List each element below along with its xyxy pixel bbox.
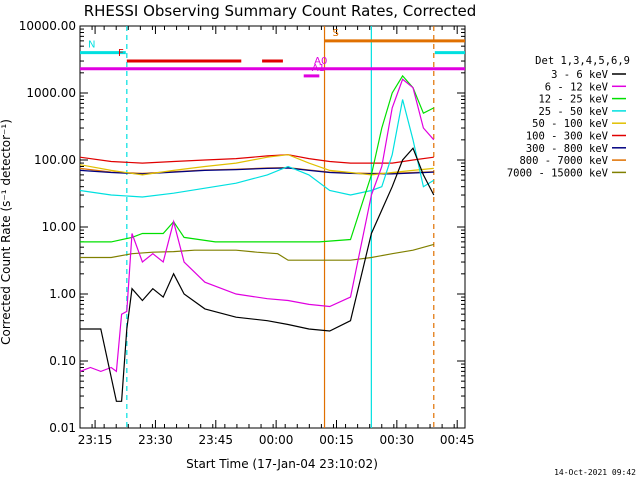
legend-label: 50 - 100 keV (532, 118, 609, 130)
series-line (79, 78, 435, 373)
x-tick-label: 23:15 (78, 433, 113, 447)
series-line (80, 147, 435, 402)
chart-title: RHESSI Observing Summary Count Rates, Co… (84, 2, 477, 20)
state-bar-label: N (88, 40, 95, 51)
series-line (80, 243, 434, 261)
legend-label: 800 - 7000 keV (519, 155, 608, 167)
y-tick-label: 0.01 (49, 421, 76, 435)
x-tick-label: 00:00 (259, 433, 294, 447)
y-tick-label: 1.00 (49, 287, 76, 301)
legend-label: 3 - 6 keV (551, 69, 609, 81)
x-tick-label: 23:45 (198, 433, 233, 447)
series-line (79, 99, 435, 198)
x-tick-label: 23:30 (138, 433, 173, 447)
state-bar-label: S (333, 28, 339, 39)
series-line (79, 154, 434, 176)
plot-frame (79, 25, 466, 429)
legend-label: 100 - 300 keV (526, 131, 609, 143)
x-tick-label: 00:30 (380, 433, 415, 447)
x-tick-label: 00:15 (319, 433, 354, 447)
x-tick-label: 00:45 (440, 433, 475, 447)
legend-label: 6 - 12 keV (545, 81, 609, 93)
y-tick-label: 10.00 (42, 220, 76, 234)
y-tick-label: 0.10 (49, 354, 76, 368)
x-axis-label: Start Time (17-Jan-04 23:10:02) (186, 457, 378, 471)
state-bar-label: F (118, 48, 124, 59)
y-tick-label: 100.00 (34, 153, 76, 167)
state-bar-label: A1 (312, 63, 325, 74)
series-line (80, 74, 435, 243)
legend-label: 12 - 25 keV (538, 94, 608, 106)
legend-label: 7000 - 15000 keV (507, 167, 609, 179)
y-tick-label: 1000.00 (26, 86, 76, 100)
state-bar-label: A0 (314, 56, 327, 67)
legend-label: 25 - 50 keV (538, 106, 608, 118)
y-tick-label: 10000.00 (19, 19, 76, 33)
legend-label: 300 - 800 keV (526, 143, 609, 155)
legend-title: Det 1,3,4,5,6,9 (535, 55, 630, 67)
footer-date: 14-Oct-2021 09:42 (554, 468, 636, 477)
y-axis-label: Corrected Count Rate (s⁻¹ detector⁻¹) (0, 119, 13, 345)
